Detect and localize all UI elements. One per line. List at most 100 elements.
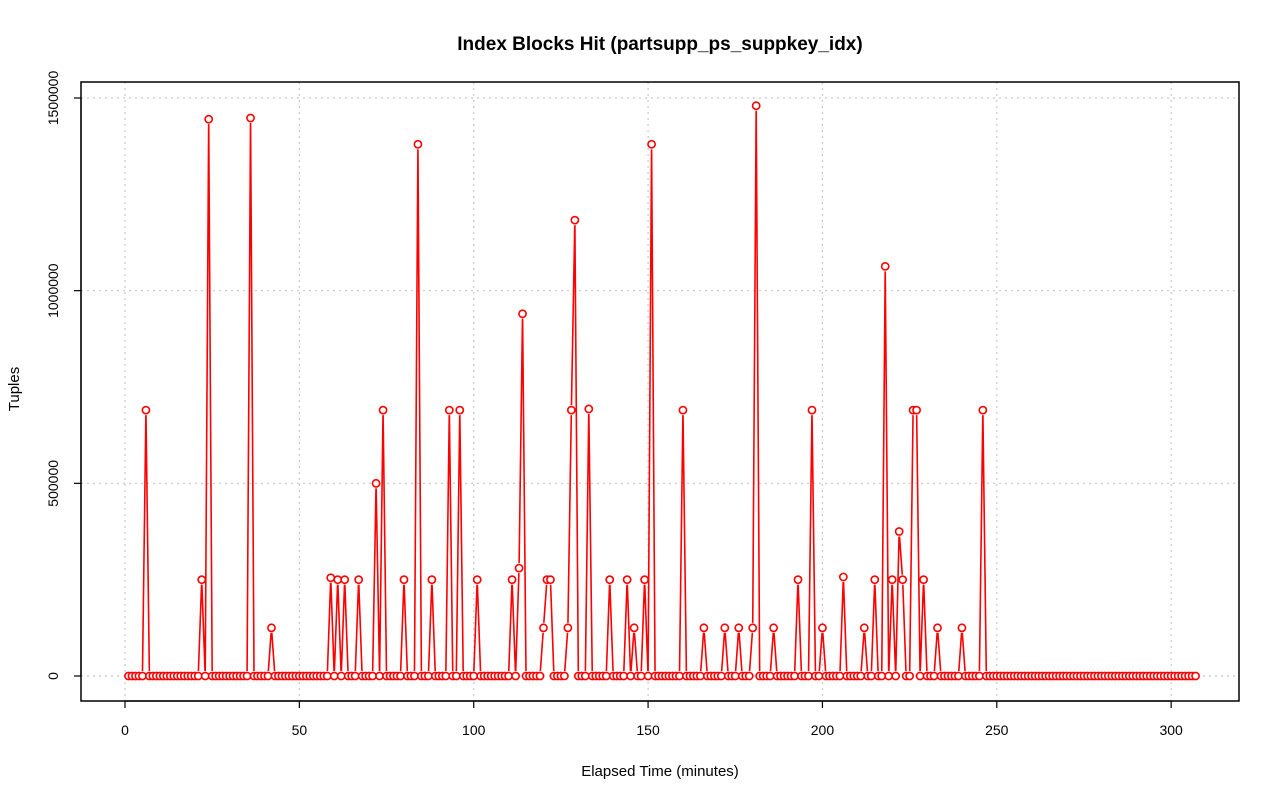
data-point <box>371 478 381 488</box>
data-point <box>200 671 210 681</box>
data-point <box>734 623 744 633</box>
data-point <box>859 623 869 633</box>
data-point <box>870 575 880 585</box>
data-point <box>1191 671 1200 681</box>
data-point <box>884 671 894 681</box>
data-point <box>978 405 988 415</box>
data-point <box>636 671 646 681</box>
data-point <box>267 623 276 633</box>
data-point <box>138 671 147 681</box>
data-point <box>929 671 939 681</box>
y-tick-label: 0 <box>45 672 61 680</box>
data-point <box>413 139 423 149</box>
data-point <box>329 671 339 681</box>
data-point <box>765 671 775 681</box>
data-point <box>748 623 758 633</box>
data-point <box>804 671 813 681</box>
data-point <box>730 671 740 681</box>
data-point <box>856 671 866 681</box>
x-tick-label: 150 <box>636 722 660 738</box>
data-point <box>751 101 761 111</box>
data-point <box>354 575 364 585</box>
data-point <box>563 623 573 633</box>
data-point <box>744 671 754 681</box>
data-point <box>629 623 639 633</box>
y-axis-label: Tuples <box>6 367 23 411</box>
data-point <box>375 671 384 681</box>
data-point <box>933 623 942 633</box>
data-point <box>350 671 360 681</box>
data-point <box>894 527 904 536</box>
data-point <box>368 671 377 681</box>
data-point <box>539 623 548 633</box>
data-point <box>511 671 520 681</box>
data-point <box>336 671 346 681</box>
data-point <box>333 575 343 585</box>
data-point <box>410 671 419 681</box>
data-point <box>605 575 615 585</box>
x-tick-label: 250 <box>985 722 1009 738</box>
data-point <box>580 671 590 681</box>
data-point <box>818 623 827 633</box>
data-point <box>877 671 887 681</box>
data-point <box>141 405 151 415</box>
data-point <box>838 572 848 582</box>
data-point <box>559 671 569 681</box>
x-tick-label: 300 <box>1159 722 1183 738</box>
grid-layer <box>81 82 1239 701</box>
data-point <box>957 623 967 633</box>
data-point <box>807 405 817 415</box>
series-layer <box>124 101 1200 681</box>
data-point <box>887 575 897 585</box>
data-point <box>891 671 901 681</box>
data-point <box>695 671 705 681</box>
y-tick-label: 1000000 <box>45 263 61 318</box>
data-point <box>716 671 726 681</box>
data-point <box>399 575 409 585</box>
data-point <box>919 575 928 585</box>
data-point <box>643 671 653 681</box>
data-point <box>204 114 214 124</box>
data-point <box>584 404 594 414</box>
data-point <box>675 671 684 681</box>
data-point <box>814 671 824 681</box>
data-point <box>423 671 433 681</box>
data-point <box>507 575 517 585</box>
data-point <box>793 575 803 585</box>
x-axis-label: Elapsed Time (minutes) <box>581 763 739 780</box>
data-point <box>566 405 576 415</box>
data-point <box>472 575 482 585</box>
data-point <box>601 671 611 681</box>
data-point <box>905 671 915 681</box>
axis-layer: 0 50 100 150 200 250 300 0 500000 1000000 1500000 <box>45 71 1183 738</box>
data-point <box>396 671 405 681</box>
data-point <box>322 671 332 681</box>
data-point <box>514 563 524 573</box>
data-point <box>326 573 336 583</box>
data-point <box>954 671 963 681</box>
data-point <box>699 623 709 633</box>
data-point <box>451 671 461 681</box>
data-point <box>504 671 513 681</box>
data-point <box>678 405 688 415</box>
x-tick-label: 200 <box>811 722 835 738</box>
data-point <box>340 575 350 585</box>
data-point <box>246 113 255 123</box>
data-point <box>835 671 845 681</box>
x-tick-label: 100 <box>462 722 486 738</box>
data-point <box>193 671 203 681</box>
data-point <box>546 575 555 585</box>
data-point <box>441 671 451 681</box>
data-point <box>427 575 437 585</box>
data-point <box>455 405 465 415</box>
data-point <box>647 139 656 149</box>
data-point <box>866 671 876 681</box>
data-point <box>263 671 273 681</box>
data-point <box>626 671 636 681</box>
data-point <box>790 671 799 681</box>
data-point <box>769 623 779 633</box>
data-point <box>880 261 890 271</box>
data-point <box>720 623 730 633</box>
y-tick-label: 1500000 <box>45 71 61 126</box>
